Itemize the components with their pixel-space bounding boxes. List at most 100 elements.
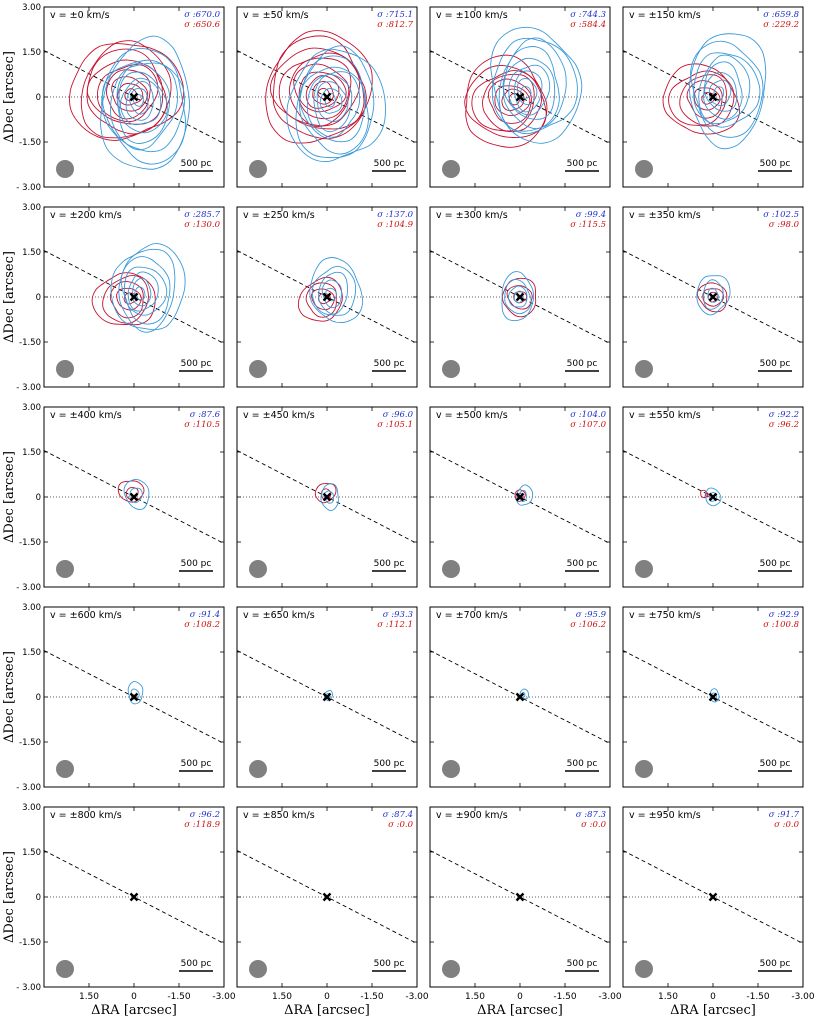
- panel-v500: 500 pc v = ±500 km/s σ :104.0σ :107.0: [429, 406, 611, 588]
- sigma-red-label: σ :584.4: [570, 20, 606, 30]
- y-tick-label: 3.00: [22, 403, 41, 413]
- y-axis-label: ΔDec [arcsec]: [2, 251, 17, 343]
- beam-ellipse: [442, 760, 460, 778]
- velocity-label: v = ±250 km/s: [243, 210, 315, 221]
- y-tick-label: 3.00: [22, 3, 41, 13]
- panel-v950: 500 pc v = ±950 km/s σ :91.7σ :0.0 1.50 0 -1.…: [622, 806, 815, 1018]
- blue-contour: [110, 243, 186, 331]
- y-tick-label: 1.50: [22, 48, 41, 58]
- blue-contour: [320, 483, 339, 511]
- blue-contour: [713, 86, 725, 102]
- center-marker: [708, 92, 718, 102]
- scale-bar-label: 500 pc: [567, 359, 598, 369]
- scale-bar-label: 500 pc: [374, 159, 405, 169]
- scale-bar-label: 500 pc: [567, 159, 598, 169]
- blue-contour: [118, 71, 168, 134]
- sigma-blue-label: σ :96.0: [383, 410, 414, 420]
- red-contour: [679, 74, 727, 126]
- center-marker: [515, 92, 525, 102]
- beam-ellipse: [635, 960, 653, 978]
- y-tick-label: 0: [36, 493, 41, 503]
- beam-ellipse: [635, 360, 653, 378]
- x-tick-label: 1.50: [272, 992, 292, 1002]
- panel-v250: 500 pc v = ±250 km/s σ :137.0σ :104.9: [236, 206, 418, 388]
- y-axis-label: ΔDec [arcsec]: [2, 451, 17, 543]
- velocity-label: v = ±900 km/s: [436, 810, 508, 821]
- beam-ellipse: [249, 760, 267, 778]
- blue-contour: [309, 257, 364, 324]
- blue-contour: [491, 37, 578, 135]
- red-contour: [278, 52, 360, 127]
- blue-contour: [116, 62, 171, 144]
- y-tick-label: 1.50: [22, 248, 41, 258]
- y-tick-label: - 3.00: [16, 583, 41, 593]
- y-tick-label: -1.50: [19, 738, 41, 748]
- sigma-red-label: σ :115.5: [570, 220, 606, 230]
- y-axis-label: ΔDec [arcsec]: [2, 651, 17, 743]
- panel-v650: 500 pc v = ±650 km/s σ :93.3σ :112.1: [236, 606, 418, 788]
- sigma-blue-label: σ :744.3: [570, 10, 606, 20]
- x-axis-label: ΔRA [arcsec]: [670, 1003, 756, 1018]
- velocity-label: v = ±750 km/s: [629, 610, 701, 621]
- blue-contour: [324, 92, 336, 108]
- y-tick-label: 3.00: [22, 203, 41, 213]
- panel-plot-area: [44, 650, 224, 744]
- blue-contour: [519, 688, 529, 700]
- scale-bar-label: 500 pc: [760, 959, 791, 969]
- red-contour: [102, 275, 149, 324]
- sigma-blue-label: σ :95.9: [576, 610, 607, 620]
- velocity-label: v = ±350 km/s: [629, 210, 701, 221]
- blue-contour: [134, 286, 146, 301]
- blue-contour: [515, 484, 534, 506]
- red-contour: [693, 87, 721, 111]
- y-tick-label: 1.50: [22, 448, 41, 458]
- panel-v200: 500 pc v = ±200 km/s σ :285.7σ :130.0 3.00 1…: [2, 203, 225, 393]
- velocity-label: v = ±650 km/s: [243, 610, 315, 621]
- sigma-blue-label: σ :92.2: [769, 410, 799, 420]
- sigma-blue-label: σ :87.6: [190, 410, 221, 420]
- velocity-label: v = ±150 km/s: [629, 10, 701, 21]
- center-marker: [129, 92, 139, 102]
- red-contour: [91, 272, 156, 326]
- blue-contour: [323, 490, 334, 504]
- sigma-red-label: σ :0.0: [581, 820, 606, 830]
- red-contour: [465, 54, 548, 148]
- scale-bar-label: 500 pc: [567, 559, 598, 569]
- panel-plot-area: [237, 850, 417, 944]
- scale-bar-label: 500 pc: [760, 759, 791, 769]
- blue-contour: [698, 54, 751, 125]
- blue-contour: [490, 26, 583, 144]
- panel-v800: 500 pc v = ±800 km/s σ :96.2σ :118.9 3.00 1.…: [2, 803, 236, 1018]
- sigma-red-label: σ :98.0: [769, 220, 800, 230]
- x-axis-label: ΔRA [arcsec]: [284, 1003, 370, 1018]
- y-tick-label: 0: [36, 93, 41, 103]
- velocity-label: v = ±600 km/s: [50, 610, 122, 621]
- blue-contour: [299, 66, 366, 143]
- blue-contour: [101, 47, 187, 165]
- blue-contour: [498, 37, 567, 132]
- scale-bar-label: 500 pc: [760, 559, 791, 569]
- panel-v600: 500 pc v = ±600 km/s σ :91.4σ :108.2 3.00 1.…: [2, 603, 225, 793]
- blue-contour: [516, 77, 538, 106]
- velocity-label: v = ±850 km/s: [243, 810, 315, 821]
- sigma-blue-label: σ :93.3: [383, 610, 413, 620]
- scale-bar-label: 500 pc: [374, 759, 405, 769]
- blue-contour: [520, 85, 532, 99]
- sigma-red-label: σ :112.1: [377, 620, 413, 630]
- blue-contour: [502, 57, 556, 120]
- panel-v50: 500 pc v = ±50 km/s σ :715.1σ :812.7: [236, 6, 418, 188]
- sigma-blue-label: σ :87.4: [383, 810, 413, 820]
- x-tick-label: -3.00: [598, 992, 622, 1002]
- scale-bar-label: 500 pc: [181, 559, 212, 569]
- beam-ellipse: [442, 560, 460, 578]
- red-contour: [702, 288, 725, 307]
- velocity-label: v = ±100 km/s: [436, 10, 508, 21]
- red-contour: [109, 281, 144, 319]
- blue-contour: [708, 491, 718, 502]
- y-tick-label: - 3.00: [16, 383, 41, 393]
- y-tick-label: -1.50: [19, 538, 41, 548]
- y-tick-label: 0: [36, 893, 41, 903]
- center-marker: [129, 692, 139, 702]
- blue-contour: [129, 87, 149, 115]
- center-marker: [515, 292, 525, 302]
